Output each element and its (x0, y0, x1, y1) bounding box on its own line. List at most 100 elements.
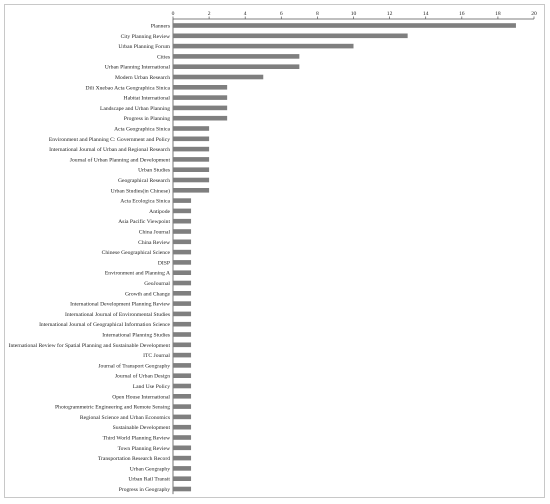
bar (173, 373, 192, 378)
category-label: Urban Planning International (105, 65, 171, 71)
chart-frame: 0 2 4 6 8 10 12 14 16 18 20 Planners City Planning … (4, 4, 545, 498)
bar (173, 33, 408, 39)
x-tick-label: 2 (208, 11, 211, 17)
bars (173, 23, 516, 492)
category-label: Acta Geographica Sinica (114, 127, 170, 133)
category-label: DISP (158, 260, 170, 266)
category-label: Open House International (112, 394, 170, 400)
category-label: International Planning Studies (102, 333, 170, 339)
bar (173, 126, 210, 131)
category-label: Third World Planning Review (103, 436, 171, 442)
bar (173, 280, 192, 286)
bar (173, 455, 192, 461)
bar (173, 167, 210, 172)
category-label: Journal of Urban Planning and Developmen… (70, 156, 171, 163)
bar (173, 363, 192, 368)
x-tick-label: 18 (495, 11, 501, 17)
bar (173, 414, 192, 420)
category-label: Habitat International (124, 96, 171, 102)
category-label: International Journal of Environmental S… (65, 311, 170, 318)
bar (173, 383, 192, 389)
category-label: Urban Studies (138, 168, 170, 174)
bar (173, 198, 192, 203)
bar (173, 208, 192, 214)
x-tick-label: 16 (459, 11, 465, 17)
category-label: Chinese Geographical Science (102, 250, 171, 256)
category-label: Urban Studies(in Chinese) (111, 187, 170, 194)
x-tick-label: 8 (316, 11, 319, 17)
category-label: Urban Planning Forum (118, 44, 170, 50)
bar (173, 332, 192, 337)
bar (173, 249, 192, 255)
category-label: GeoJournal (144, 281, 170, 287)
bar (173, 321, 192, 327)
category-label: Growth and Change (125, 291, 171, 297)
category-label: Planners (151, 24, 170, 30)
bar (173, 301, 192, 306)
category-label: International Journal of Geographical In… (39, 321, 170, 328)
x-tick-label: 0 (172, 11, 175, 17)
bar (173, 95, 228, 100)
bar (173, 394, 192, 399)
bar (173, 445, 192, 451)
bar (173, 115, 228, 121)
bar (173, 146, 210, 152)
bar (173, 136, 210, 142)
bar-chart: 0 2 4 6 8 10 12 14 16 18 20 Planners City Planning … (9, 11, 537, 495)
category-label: Urban Geography (130, 466, 170, 472)
category-label: International Development Planning Revie… (70, 302, 171, 308)
bar (173, 311, 192, 317)
bar (173, 352, 192, 358)
bar (173, 157, 210, 162)
bar (173, 435, 192, 440)
category-label: Journal of Transport Geography (98, 362, 170, 369)
bar (173, 466, 192, 471)
bar (173, 476, 192, 481)
category-label: Photogrammetric Engineering and Remote S… (55, 405, 170, 411)
category-label: Progress in Geography (119, 487, 170, 493)
bar (173, 239, 192, 245)
category-label: City Planning Review (121, 34, 171, 40)
category-label: China Journal (139, 230, 171, 236)
category-label: Dili Xuebao Acta Geographica Sinica (86, 85, 171, 91)
category-label: China Review (138, 240, 171, 246)
x-axis: 0 2 4 6 8 10 12 14 16 18 20 (172, 11, 537, 495)
bar (173, 218, 192, 224)
x-tick-label: 4 (244, 11, 247, 17)
category-label: Journal of Urban Design (115, 373, 170, 380)
category-label: Asia Pacific Viewpoint (118, 218, 170, 225)
bar (173, 342, 192, 348)
category-label: Progress in Planning (124, 116, 171, 122)
bar (173, 229, 192, 234)
x-tick-label: 12 (387, 11, 393, 17)
bar (173, 64, 300, 69)
x-tick-label: 14 (423, 11, 429, 17)
x-tick-label: 20 (531, 11, 537, 17)
category-label: Land Use Policy (133, 384, 170, 390)
bar (173, 74, 264, 80)
x-tick-label: 6 (280, 11, 283, 17)
category-labels: Planners City Planning Review Urban Planni… (9, 24, 171, 494)
category-label: Sustainable Development (113, 425, 171, 431)
category-label: Town Planning Review (118, 446, 171, 452)
category-label: Environment and Planning C: Government a… (49, 137, 170, 143)
bar (173, 291, 192, 296)
bar (173, 43, 354, 49)
bar (173, 270, 192, 275)
category-label: Urban Rail Transit (128, 477, 170, 483)
category-label: Landscape and Urban Planning (100, 106, 170, 112)
category-label: Regional Science and Urban Economics (80, 415, 170, 421)
category-label: Antipode (149, 209, 170, 215)
bar (173, 85, 228, 90)
x-tick-label: 10 (351, 11, 357, 17)
bar (173, 486, 192, 492)
category-label: Environment and Planning A (105, 271, 170, 277)
category-label: Modern Urban Research (115, 75, 170, 81)
category-label: Geographical Research (118, 178, 170, 184)
bar (173, 260, 192, 265)
bar (173, 177, 210, 183)
bar (173, 105, 228, 111)
bar (173, 54, 300, 59)
bar (173, 404, 192, 409)
category-label: Transportation Research Record (98, 456, 170, 462)
